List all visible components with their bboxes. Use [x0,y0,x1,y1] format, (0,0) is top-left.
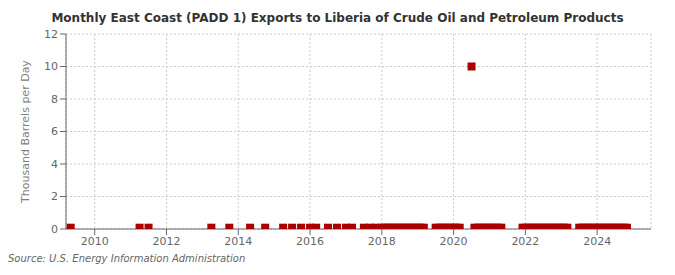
html-text:Source: U.S. Energy Informatio: Source: U.S. Energy Information Administ… [8,253,246,264]
svg-text:0: 0 [51,223,58,236]
svg-text:10: 10 [44,60,58,73]
svg-text:Thousand Barrels per Day: Thousand Barrels per Day [19,60,32,204]
svg-text:4: 4 [51,158,58,171]
svg-text:2024: 2024 [583,235,611,248]
svg-text:8: 8 [51,93,58,106]
svg-text:2022: 2022 [511,235,539,248]
svg-text:6: 6 [51,125,58,138]
svg-text:2016: 2016 [296,235,324,248]
svg-text:2014: 2014 [224,235,252,248]
svg-text:2: 2 [51,190,58,203]
html-text:Monthly East Coast (PADD 1) Ex: Monthly East Coast (PADD 1) Exports to L… [51,11,624,25]
svg-text:2012: 2012 [152,235,180,248]
svg-text:2020: 2020 [440,235,468,248]
svg-text:2010: 2010 [81,235,109,248]
svg-text:2018: 2018 [368,235,396,248]
svg-text:12: 12 [44,28,58,41]
